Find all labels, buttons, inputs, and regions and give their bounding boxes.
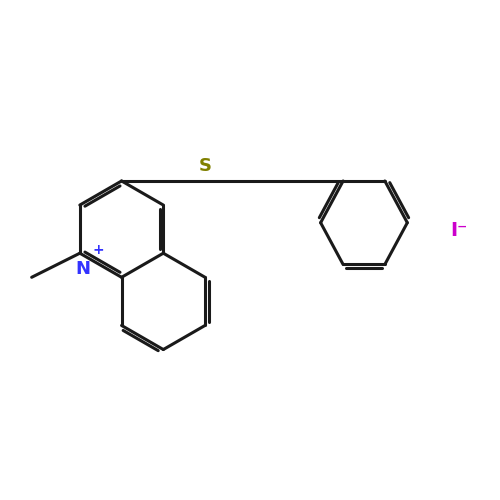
Text: S: S [198,156,211,174]
Text: I⁻: I⁻ [450,221,468,240]
Text: +: + [92,243,104,257]
Text: N: N [76,260,90,278]
